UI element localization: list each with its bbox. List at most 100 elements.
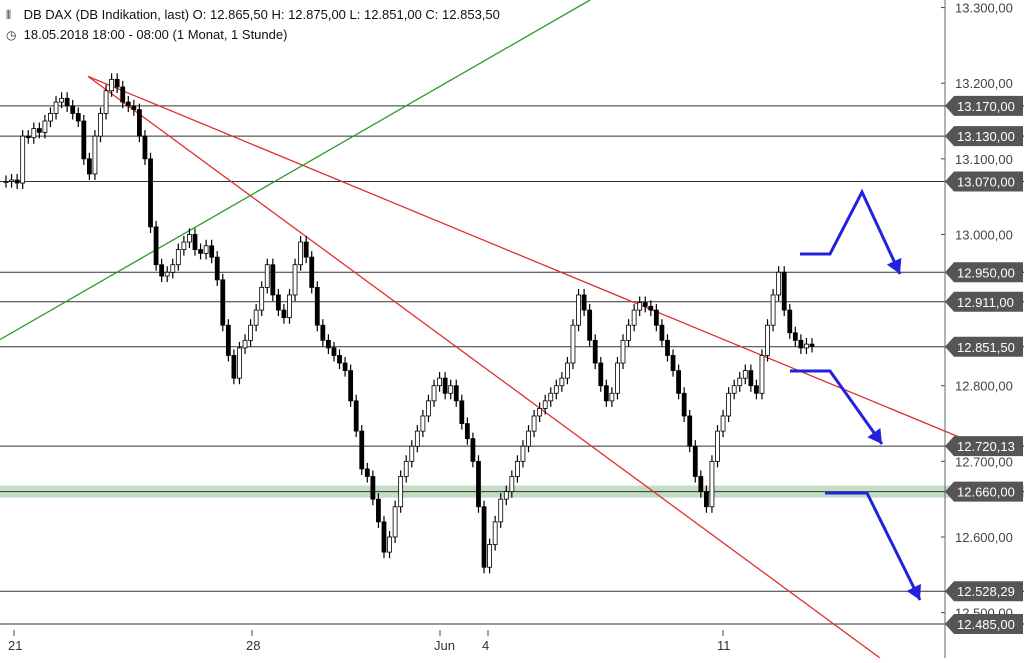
candle-body: [453, 385, 459, 402]
candle-body: [142, 135, 148, 160]
candle-body: [220, 279, 226, 326]
x-tick-label: 21: [8, 638, 22, 653]
candle-body: [237, 347, 242, 379]
y-tick-label: 12.700,00: [955, 454, 1013, 469]
level-label: 12.485,00: [957, 617, 1015, 632]
candle-body: [765, 324, 770, 356]
candle-body: [25, 135, 31, 139]
level-label-tag: [945, 95, 1023, 116]
level-label-tag: [945, 171, 1023, 192]
candle-body: [670, 355, 676, 371]
level-label: 12.660,00: [957, 485, 1015, 500]
candle-body: [587, 309, 593, 341]
candle-body: [392, 506, 398, 538]
level-label-tag: [945, 436, 1023, 457]
candle-body: [537, 408, 543, 417]
candle-body: [36, 128, 42, 133]
y-tick-label: 13.000,00: [955, 227, 1013, 242]
scenario-arrow-mid: [790, 369, 884, 445]
candle-body: [692, 445, 698, 477]
candle-body: [653, 309, 659, 326]
candle-body: [565, 362, 570, 379]
x-tick-label: 28: [246, 638, 260, 653]
candle-body: [748, 370, 754, 387]
level-label-tag: [945, 581, 1023, 602]
trendline: [87, 75, 881, 659]
level-label-tag: [945, 613, 1023, 634]
candle-body: [364, 468, 370, 477]
level-label: 13.170,00: [957, 99, 1015, 114]
candle-body: [359, 430, 365, 470]
candle-body: [470, 438, 476, 462]
candle-body: [353, 400, 359, 432]
candle-body: [787, 309, 793, 334]
candle-body: [620, 339, 626, 364]
candle-body: [75, 113, 81, 122]
candles: [3, 73, 815, 574]
trendlines: [0, 0, 986, 659]
candle-body: [798, 339, 804, 349]
candle-body: [642, 302, 648, 307]
chart-header: ⫴ DB DAX (DB Indikation, last) O: 12.865…: [6, 5, 500, 45]
candle-body: [3, 181, 9, 183]
candle-body: [542, 400, 548, 409]
candle-body: [592, 339, 598, 364]
candle-body: [809, 343, 815, 347]
candle-body: [292, 264, 298, 296]
candle-body: [376, 498, 381, 523]
candle-body: [431, 385, 437, 402]
level-label: 12.528,29: [957, 584, 1015, 599]
candle-body: [726, 392, 732, 417]
candle-body: [103, 90, 109, 114]
candle-body: [615, 362, 620, 394]
candle-body: [770, 294, 776, 326]
candle-body: [553, 385, 559, 394]
candle-body: [342, 362, 348, 371]
candle-body: [487, 544, 493, 568]
scenario-arrows: [790, 188, 922, 601]
candle-body: [348, 370, 354, 402]
candle-body: [231, 355, 237, 379]
x-axis: 21 28 Jun 4 11: [8, 630, 731, 653]
candle-body: [275, 294, 281, 311]
candle-body: [781, 271, 787, 311]
candle-body: [448, 385, 454, 394]
candle-body: [175, 249, 181, 266]
candle-body: [581, 294, 587, 311]
candle-body: [715, 430, 720, 462]
candle-body: [631, 309, 637, 326]
candle-body: [48, 113, 53, 122]
candle-body: [70, 105, 76, 114]
level-label-tag: [945, 126, 1023, 147]
candle-body: [437, 377, 442, 387]
candle-body: [403, 460, 409, 477]
candle-body: [314, 287, 320, 326]
candle-body: [759, 355, 765, 394]
y-axis: 13.300,00 13.200,00 13.100,00 13.000,00 12.8…: [941, 0, 1013, 658]
candle-body: [148, 158, 153, 228]
candle-body: [203, 245, 209, 254]
candle-body: [576, 294, 581, 326]
candle-body: [120, 86, 126, 103]
candle-body: [309, 256, 315, 288]
candle-body: [331, 347, 337, 356]
candle-body: [370, 476, 376, 500]
candle-body: [14, 179, 20, 184]
candle-body: [137, 109, 142, 137]
candle-body: [281, 309, 287, 319]
candle-body: [548, 392, 554, 402]
candle-body: [253, 309, 259, 326]
candle-body: [637, 302, 643, 311]
candle-body: [287, 294, 292, 319]
trendline: [87, 75, 986, 449]
candle-body: [59, 97, 64, 103]
candle-body: [676, 370, 681, 394]
candle-body: [481, 506, 487, 568]
candle-body: [598, 362, 604, 387]
candle-body: [381, 521, 387, 553]
candle-body: [114, 79, 120, 88]
candle-body: [492, 521, 498, 545]
level-label: 12.851,50: [957, 340, 1015, 355]
